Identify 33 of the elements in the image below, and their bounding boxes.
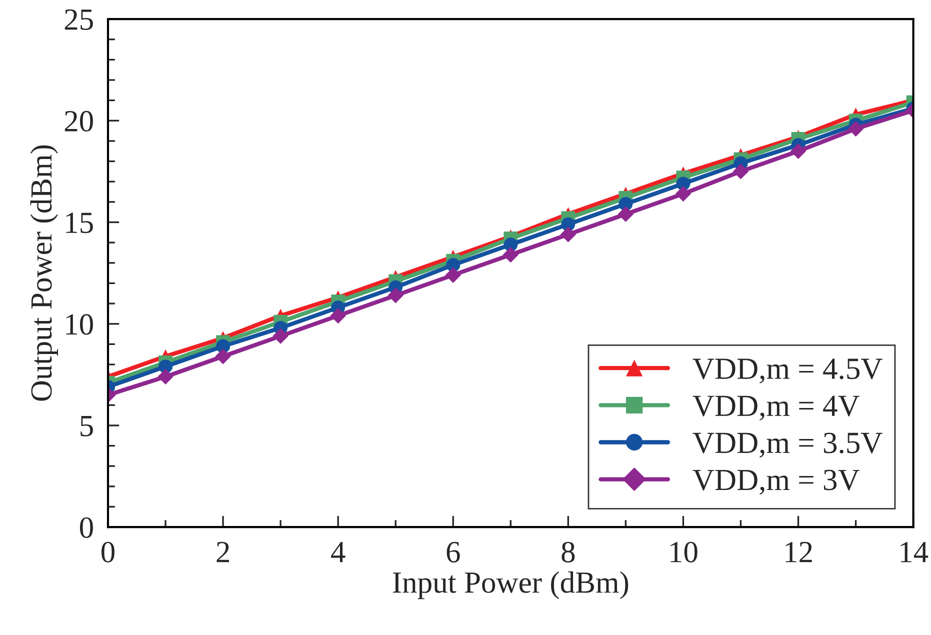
point <box>732 164 749 180</box>
point <box>618 206 634 222</box>
legend-label: VDD,m = 3V <box>692 470 860 495</box>
y-axis-title: Output Power (dBm) <box>30 145 58 401</box>
y-tick-label: 0 <box>80 517 93 538</box>
point <box>215 348 231 364</box>
x-axis-title: Input Power (dBm) <box>392 571 628 600</box>
point <box>445 267 461 283</box>
point <box>848 120 864 137</box>
y-tick-label: 5 <box>80 416 93 436</box>
x-tick-label: 2 <box>216 542 229 562</box>
x-tick-label: 8 <box>562 542 575 562</box>
x-tick-label: 14 <box>900 542 928 562</box>
x-tick-label: 0 <box>102 542 114 562</box>
point <box>790 143 806 159</box>
x-tick-label: 4 <box>331 542 346 562</box>
y-tick-label: 25 <box>64 9 93 30</box>
legend-label: VDD,m = 4V <box>692 396 860 421</box>
legend-label: VDD,m = 3.5V <box>692 432 882 458</box>
x-tick-label: 6 <box>446 542 460 562</box>
x-tick-label: 10 <box>670 542 698 562</box>
y-tick-label: 20 <box>64 110 93 132</box>
point <box>272 328 288 344</box>
point <box>158 368 174 385</box>
legend-label: VDD,m = 4.5V <box>692 358 882 384</box>
point <box>388 288 404 304</box>
point <box>560 226 576 242</box>
point <box>675 186 692 202</box>
point <box>330 308 346 324</box>
point <box>502 246 519 263</box>
y-tick-label: 15 <box>66 212 93 234</box>
y-tick-label: 10 <box>66 314 93 335</box>
x-tick-label: 12 <box>786 542 812 562</box>
